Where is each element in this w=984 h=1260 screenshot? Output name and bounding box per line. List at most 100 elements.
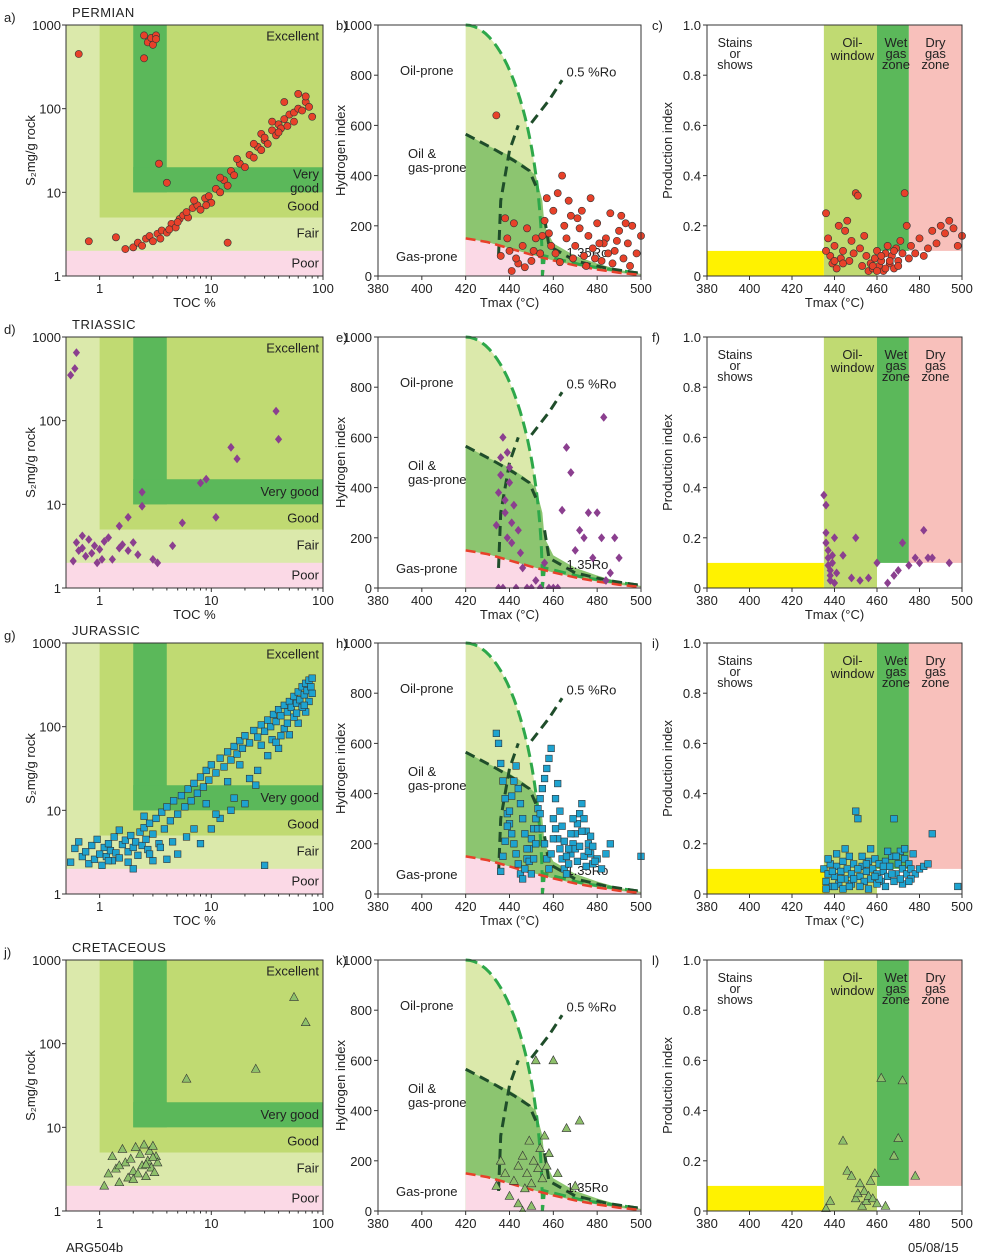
pi-tmax-chart-f: StainsorshowsOil-windowWetgaszoneDrygasz… <box>652 330 973 622</box>
label-very-good: good <box>290 181 319 196</box>
data-point <box>526 1178 537 1188</box>
x-tick-label: 1 <box>96 593 103 608</box>
data-point <box>261 727 269 735</box>
y-tick-label: 0.8 <box>683 1003 701 1018</box>
data-point <box>853 191 862 200</box>
data-point <box>138 487 146 497</box>
label-wet-gas-zone: zone <box>882 57 910 72</box>
data-point <box>274 434 283 444</box>
data-point <box>901 855 909 863</box>
data-point <box>497 867 505 876</box>
x-tick-label: 400 <box>411 281 433 296</box>
label-oil-prone: Oil-prone <box>400 998 453 1013</box>
data-point <box>140 824 148 832</box>
data-point <box>139 1139 149 1149</box>
data-point <box>497 453 505 462</box>
data-point <box>545 229 553 238</box>
data-point <box>236 737 244 745</box>
data-point <box>562 234 571 243</box>
data-point <box>114 1177 125 1187</box>
x-tick-label: 400 <box>739 281 761 296</box>
data-point <box>896 875 904 883</box>
ro-05-line <box>497 742 520 874</box>
data-point <box>588 244 597 253</box>
label-wet-gas-zone: Wet <box>884 347 907 362</box>
data-point <box>140 54 148 63</box>
label-fair: Fair <box>297 1161 320 1176</box>
data-point <box>272 738 280 746</box>
data-point <box>578 827 586 835</box>
data-point <box>196 773 205 781</box>
y-tick-label: 100 <box>39 720 61 735</box>
data-point <box>118 540 127 550</box>
label-dry-gas-zone: Dry <box>925 35 946 50</box>
data-point <box>230 171 239 180</box>
x-tick-label: 420 <box>455 593 477 608</box>
data-point <box>108 554 116 564</box>
panel-letter: j) <box>3 945 11 960</box>
data-point <box>864 573 873 583</box>
x-tick-label: 400 <box>739 1216 761 1230</box>
data-points <box>492 111 645 275</box>
data-point <box>85 860 93 868</box>
label-ro-05: 0.5 %Ro <box>566 64 616 79</box>
data-point <box>227 442 235 452</box>
data-point <box>593 508 601 518</box>
label-dry-gas-zone: gas <box>925 981 946 996</box>
y-tick-label: 400 <box>350 1104 372 1119</box>
data-point <box>543 764 551 773</box>
x-tick-label: 440 <box>499 899 521 914</box>
data-point <box>136 828 144 836</box>
data-point <box>162 178 171 187</box>
x-tick-label: 460 <box>542 281 564 296</box>
x-tick-label: 480 <box>586 281 608 296</box>
toc-s2-chart-g: Excellent Very good Good Fair Poor 1 10 100 1 10 1… <box>4 623 334 928</box>
x-axis-label: TOC % <box>173 607 216 622</box>
data-point <box>138 841 146 850</box>
data-point <box>168 541 177 551</box>
y-tick-label: 1000 <box>343 953 372 968</box>
x-tick-label: 440 <box>824 1216 846 1230</box>
y-tick-label: 0 <box>365 581 372 596</box>
ro-05-line <box>497 1059 520 1191</box>
data-point <box>72 538 81 547</box>
y-tick-label: 0.6 <box>683 736 701 751</box>
data-point <box>132 838 140 846</box>
x-tick-label: 420 <box>781 281 803 296</box>
y-axis-label: Production index <box>660 1037 675 1134</box>
data-point <box>308 112 317 121</box>
data-point <box>551 795 560 803</box>
y-tick-label: 0.8 <box>683 68 701 83</box>
y-tick-label: 1000 <box>32 953 61 968</box>
data-point <box>536 249 545 258</box>
data-point <box>510 840 518 848</box>
data-point <box>828 550 836 560</box>
data-point <box>867 845 875 853</box>
data-point <box>177 792 186 800</box>
data-point <box>503 822 511 830</box>
data-point <box>257 146 266 154</box>
data-point <box>518 241 527 250</box>
data-point <box>510 500 518 510</box>
label-wet-gas-zone: zone <box>882 992 910 1007</box>
y-tick-label: 0 <box>694 887 701 902</box>
data-point <box>945 558 953 568</box>
data-point <box>860 231 869 240</box>
label-excellent: Excellent <box>266 341 319 356</box>
data-point <box>148 1140 158 1150</box>
data-point <box>160 825 168 833</box>
y-tick-label: 0.2 <box>683 837 701 852</box>
x-axis-label: Tmax (°C) <box>480 607 539 622</box>
y-tick-label: 200 <box>350 219 372 234</box>
label-wet-gas-zone: Wet <box>884 653 907 668</box>
x-tick-label: 420 <box>455 899 477 914</box>
data-points <box>821 1072 921 1212</box>
data-point <box>149 554 157 564</box>
data-point <box>296 696 304 704</box>
data-point <box>250 726 258 735</box>
data-point <box>839 259 847 268</box>
data-point <box>497 470 505 480</box>
data-point <box>238 744 247 752</box>
label-oil-window: Oil- <box>842 347 862 362</box>
